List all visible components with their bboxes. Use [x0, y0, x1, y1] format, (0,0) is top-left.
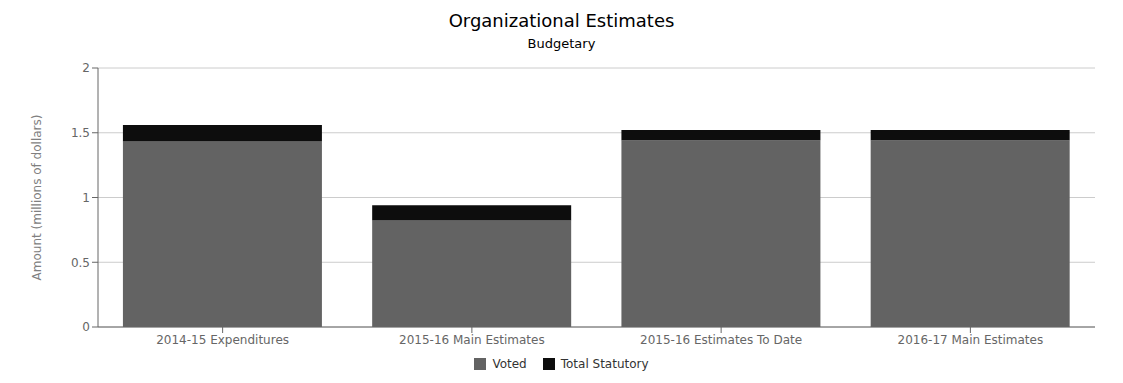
- svg-text:1.5: 1.5: [71, 126, 90, 140]
- svg-text:0.5: 0.5: [71, 256, 90, 270]
- svg-text:1: 1: [82, 191, 90, 205]
- html-text:Organizational Estimates: Organizational Estimates: [448, 10, 675, 31]
- svg-text:2: 2: [82, 61, 90, 75]
- html-text:Voted: Voted: [492, 357, 527, 371]
- svg-text:2016-17 Main Estimates: 2016-17 Main Estimates: [898, 333, 1044, 347]
- svg-text:Amount (millions of dollars): Amount (millions of dollars): [30, 115, 44, 281]
- svg-text:2015-16 Estimates To Date: 2015-16 Estimates To Date: [640, 333, 802, 347]
- svg-text:2015-16 Main Estimates: 2015-16 Main Estimates: [399, 333, 545, 347]
- html-text:Budgetary: Budgetary: [527, 36, 596, 51]
- html-text:Total Statutory: Total Statutory: [560, 357, 649, 371]
- svg-text:2014-15 Expenditures: 2014-15 Expenditures: [156, 333, 289, 347]
- svg-text:0: 0: [82, 320, 90, 334]
